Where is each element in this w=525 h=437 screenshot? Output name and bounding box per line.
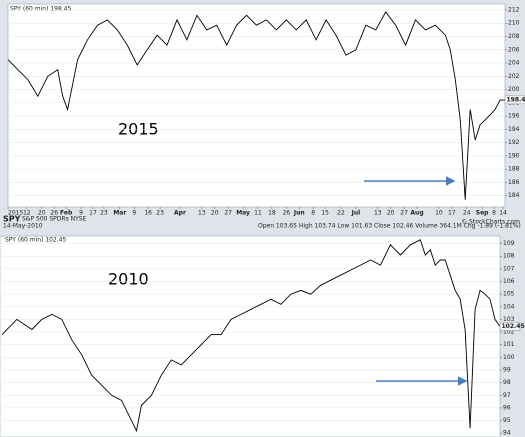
y-tick-label: 190 (508, 152, 520, 159)
y-tick-label: 107 (503, 265, 515, 272)
y-tick-label: 96 (503, 404, 511, 411)
x-tick-label: 15 (321, 210, 329, 217)
last-price-tag (504, 95, 525, 105)
last-price-label: 102.45 (502, 323, 525, 330)
annotation: 2010 (108, 270, 149, 289)
y-tick-label: 212 (508, 6, 520, 13)
x-tick-label: 20 (38, 210, 46, 217)
y-tick-label: 109 (503, 240, 515, 247)
y-tick-label: 194 (508, 126, 520, 133)
annotation: 2015 (118, 120, 159, 139)
x-tick-label: May (236, 210, 250, 217)
x-tick-label: Feb (60, 210, 73, 217)
x-tick-label: 17 (448, 210, 456, 217)
x-tick-label: 23 (156, 210, 164, 217)
last-price-tag (499, 322, 521, 331)
y-tick-label: 186 (508, 179, 520, 186)
y-tick-label: 208 (508, 33, 520, 40)
y-tick-label: 105 (503, 291, 515, 298)
y-tick-label: 204 (508, 60, 520, 67)
y-tick-label: 196 (508, 113, 520, 120)
x-tick-label: 13 (374, 210, 382, 217)
y-tick-label: 192 (508, 139, 520, 146)
y-tick-label: 184 (508, 192, 520, 199)
x-tick-label: 20 (211, 210, 219, 217)
x-tick-label: 9 (79, 210, 83, 217)
x-tick-label: Jul (351, 210, 361, 217)
y-tick-label: 97 (503, 392, 511, 399)
x-tick-label: 27 (400, 210, 408, 217)
x-tick-label: 9 (132, 210, 136, 217)
legend: SPY (60 min) 198.45 (10, 6, 71, 13)
last-price-label: 198.45 (507, 96, 525, 103)
y-tick-label: 94 (503, 430, 511, 437)
x-tick-label: 2015 (8, 210, 23, 217)
x-tick-label: Jun (293, 210, 305, 217)
y-tick-label: 104 (503, 303, 515, 310)
x-tick-label: 12 (23, 210, 31, 217)
x-tick-label: Aug (410, 210, 423, 217)
y-tick-label: 206 (508, 46, 520, 53)
x-tick-label: Sep (476, 210, 489, 217)
x-tick-label: 26 (50, 210, 58, 217)
price-line (7, 11, 506, 200)
x-tick-label: 16 (144, 210, 152, 217)
x-tick-label: 24 (463, 210, 471, 217)
y-tick-label: 106 (503, 278, 515, 285)
y-tick-label: 101 (503, 341, 515, 348)
x-tick-label: 11 (254, 210, 262, 217)
x-tick-label: 20 (387, 210, 395, 217)
date: 14-May-2010 (3, 223, 43, 230)
y-tick-label: 100 (503, 354, 515, 361)
y-tick-label: 95 (503, 417, 511, 424)
x-tick-label: 27 (224, 210, 232, 217)
panel-2010 (0, 235, 501, 437)
x-tick-label: 17 (89, 210, 97, 217)
x-tick-label: Apr (174, 210, 186, 217)
credit: © StockCharts.com (461, 219, 520, 226)
y-tick-label: 188 (508, 166, 520, 173)
x-tick-label: 8 (311, 210, 315, 217)
y-tick-label: 210 (508, 20, 520, 27)
x-tick-label: 14 (499, 210, 507, 217)
x-tick-label: 23 (100, 210, 108, 217)
panel-2015 (7, 3, 506, 208)
x-tick-label: 18 (268, 210, 276, 217)
y-tick-label: 200 (508, 86, 520, 93)
price-line (1, 239, 501, 433)
y-tick-label: 102 (503, 329, 515, 336)
y-tick-label: 99 (503, 367, 511, 374)
symbol: SPY (3, 215, 21, 224)
y-tick-label: 103 (503, 316, 515, 323)
x-tick-label: 13 (198, 210, 206, 217)
x-tick-label: 10 (435, 210, 443, 217)
x-tick-label: 26 (282, 210, 290, 217)
x-tick-label: 22 (337, 210, 345, 217)
y-tick-label: 202 (508, 73, 520, 80)
y-tick-label: 108 (503, 253, 515, 260)
instrument-name: S&P 500 SPDRs NYSE (22, 216, 87, 223)
quote: Open 103.65 High 103.74 Low 101.63 Close… (258, 223, 521, 230)
x-tick-label: 8 (492, 210, 496, 217)
y-tick-label: 98 (503, 379, 511, 386)
x-tick-label: Mar (113, 210, 126, 217)
legend: SPY (60 min) 102.45 (5, 237, 66, 244)
